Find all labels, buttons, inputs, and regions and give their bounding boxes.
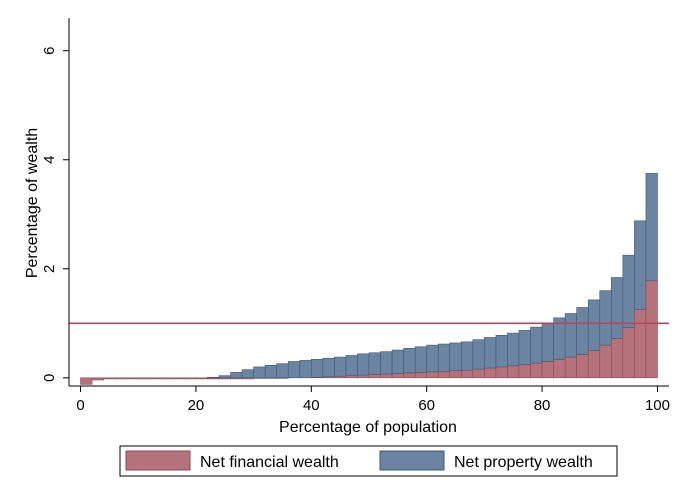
- y-tick-label: 0: [41, 374, 58, 382]
- bar-net-financial-wealth: [495, 366, 508, 379]
- bar-net-financial-wealth: [622, 327, 635, 379]
- x-axis: 0 20 40 60 80 100: [69, 385, 670, 414]
- bar-net-property-wealth: [484, 337, 497, 369]
- bar-net-property-wealth: [368, 352, 381, 375]
- y-tick-label: 2: [41, 265, 58, 273]
- bar-net-financial-wealth: [368, 374, 381, 379]
- bar-net-financial-wealth: [80, 377, 93, 385]
- bar-net-financial-wealth: [137, 377, 151, 380]
- bar-net-property-wealth: [299, 360, 312, 379]
- x-tick-label: 100: [645, 397, 670, 414]
- bar-net-property-wealth: [530, 326, 543, 364]
- bar-net-property-wealth: [472, 339, 485, 370]
- bar-net-property-wealth: [276, 363, 289, 379]
- bar-net-property-wealth: [345, 355, 358, 376]
- x-tick-label: 40: [303, 397, 320, 414]
- bar-net-financial-wealth: [461, 369, 474, 379]
- x-tick-label: 80: [534, 397, 551, 414]
- bar-net-financial-wealth: [149, 377, 162, 380]
- bar-net-property-wealth: [541, 322, 554, 362]
- bar-net-property-wealth: [611, 277, 624, 339]
- bar-net-property-wealth: [207, 376, 220, 379]
- bar-net-financial-wealth: [437, 370, 451, 379]
- bar-net-property-wealth: [426, 344, 439, 373]
- legend-swatch-net-property-wealth: [379, 450, 445, 471]
- bar-net-financial-wealth: [195, 377, 208, 380]
- bar-net-financial-wealth: [184, 377, 197, 380]
- plot-area: [69, 173, 669, 385]
- bar-net-financial-wealth: [345, 375, 358, 379]
- x-tick-label: 60: [418, 397, 435, 414]
- bar-net-financial-wealth: [564, 356, 577, 379]
- bar-net-property-wealth: [495, 334, 508, 368]
- bar-net-property-wealth: [357, 353, 370, 376]
- bar-net-financial-wealth: [576, 354, 589, 379]
- bar-net-financial-wealth: [357, 374, 370, 379]
- legend-box: [119, 445, 618, 477]
- bar-net-property-wealth: [311, 358, 324, 378]
- bar-net-financial-wealth: [541, 361, 554, 379]
- x-tick-label: 20: [188, 397, 205, 414]
- bar-net-property-wealth: [587, 299, 601, 351]
- bar-net-property-wealth: [507, 332, 520, 367]
- y-axis: 0 2 4 6: [41, 18, 70, 386]
- bar-net-property-wealth: [322, 357, 335, 378]
- bar-net-property-wealth: [599, 290, 612, 346]
- bar-net-financial-wealth: [507, 365, 520, 379]
- y-axis-title: Percentage of wealth: [24, 128, 41, 278]
- bar-net-property-wealth: [287, 361, 301, 379]
- bar-net-financial-wealth: [472, 368, 485, 379]
- bar-net-property-wealth: [230, 372, 243, 379]
- y-tick-label: 6: [41, 47, 58, 55]
- bar-net-financial-wealth: [161, 377, 174, 380]
- bar-net-property-wealth: [437, 343, 451, 372]
- bar-net-financial-wealth: [426, 371, 439, 379]
- bar-net-financial-wealth: [599, 344, 612, 379]
- legend-label-net-property-wealth: Net property wealth: [454, 454, 593, 471]
- bar-net-financial-wealth: [91, 377, 104, 381]
- bar-net-financial-wealth: [126, 377, 139, 380]
- x-axis-title: Percentage of population: [279, 419, 457, 436]
- bar-net-financial-wealth: [611, 338, 624, 379]
- bar-net-property-wealth: [634, 220, 647, 310]
- legend-label-net-financial-wealth: Net financial wealth: [200, 454, 339, 471]
- bar-net-financial-wealth: [403, 372, 416, 379]
- bar-net-property-wealth: [564, 313, 577, 358]
- bar-net-financial-wealth: [414, 372, 427, 379]
- bar-net-property-wealth: [403, 348, 416, 374]
- bar-net-property-wealth: [622, 254, 635, 328]
- bar-net-property-wealth: [518, 330, 531, 366]
- bar-net-property-wealth: [576, 307, 589, 355]
- y-tick-label: 4: [41, 156, 58, 164]
- legend-swatch-net-financial-wealth: [125, 450, 191, 471]
- bar-net-property-wealth: [391, 349, 404, 374]
- bar-net-property-wealth: [449, 342, 462, 372]
- bar-net-financial-wealth: [518, 364, 531, 379]
- bar-net-financial-wealth: [484, 367, 497, 379]
- bar-net-property-wealth: [241, 369, 254, 379]
- bar-net-financial-wealth: [114, 377, 127, 380]
- bar-net-property-wealth: [264, 364, 277, 379]
- bar-net-property-wealth: [380, 351, 393, 375]
- x-tick-label: 0: [76, 397, 84, 414]
- bar-net-property-wealth: [414, 346, 427, 373]
- bar-net-financial-wealth: [103, 377, 116, 380]
- bar-net-financial-wealth: [634, 309, 647, 379]
- legend: Net financial wealth Net property wealth: [119, 445, 618, 477]
- bar-net-financial-wealth: [530, 362, 543, 379]
- bar-net-financial-wealth: [449, 370, 462, 379]
- bar-net-financial-wealth: [172, 377, 185, 380]
- bar-net-property-wealth: [461, 341, 474, 371]
- bar-net-property-wealth: [218, 375, 231, 379]
- bar-net-financial-wealth: [553, 358, 566, 379]
- bar-net-financial-wealth: [645, 280, 658, 379]
- bar-net-property-wealth: [645, 173, 658, 282]
- bar-net-financial-wealth: [391, 373, 404, 379]
- bar-net-financial-wealth: [380, 373, 393, 379]
- bar-net-property-wealth: [334, 356, 347, 377]
- bar-net-financial-wealth: [587, 350, 601, 379]
- bar-net-property-wealth: [253, 366, 266, 379]
